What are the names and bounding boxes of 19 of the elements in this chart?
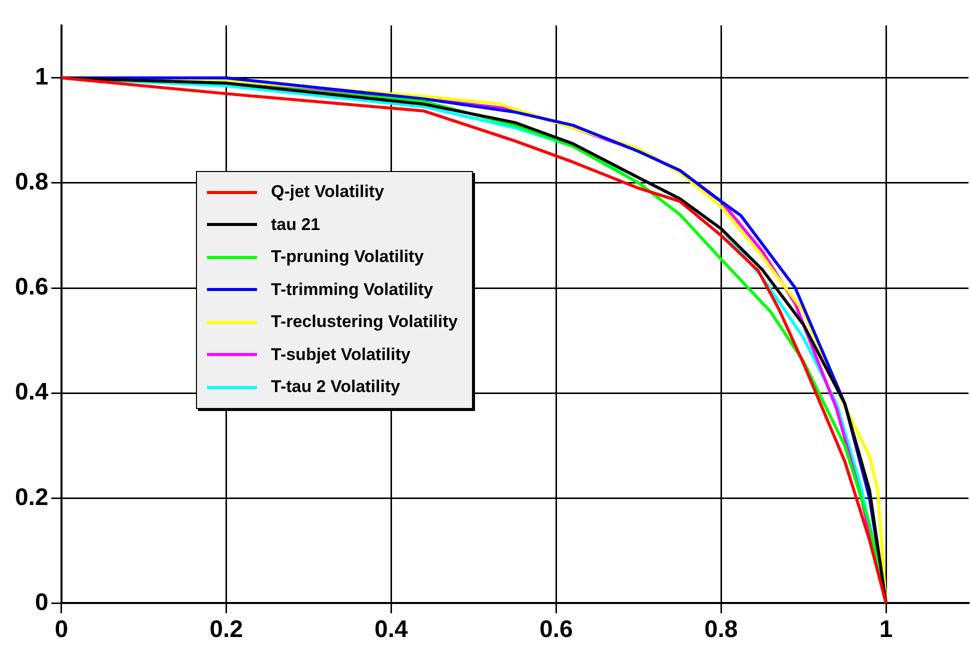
legend-label: T-reclustering Volatility [271, 312, 458, 332]
legend-label: T-subjet Volatility [271, 344, 410, 365]
x-tick-label: 0.4 [374, 616, 409, 644]
y-tick-label: 0.2 [14, 484, 48, 511]
y-tick-label: 0.6 [14, 274, 48, 301]
y-tick-label: 0 [35, 588, 48, 616]
y-tick-label: 0.4 [14, 378, 50, 406]
x-tick-label: 0 [54, 616, 68, 644]
x-tick-label: 1 [879, 616, 893, 644]
x-tick-label: 0.8 [704, 616, 738, 644]
legend-label: T-tau 2 Volatility [271, 377, 400, 398]
legend-label: Q-jet Volatility [271, 182, 384, 202]
x-tick-label: 0.2 [210, 616, 243, 644]
x-tick-label: 0.6 [539, 616, 573, 644]
legend-label: T-trimming Volatility [271, 280, 434, 300]
legend-label: tau 21 [271, 214, 320, 235]
y-tick-label: 0.8 [14, 168, 48, 196]
legend-label: T-pruning Volatility [271, 247, 424, 268]
y-tick-label: 1 [35, 64, 48, 91]
